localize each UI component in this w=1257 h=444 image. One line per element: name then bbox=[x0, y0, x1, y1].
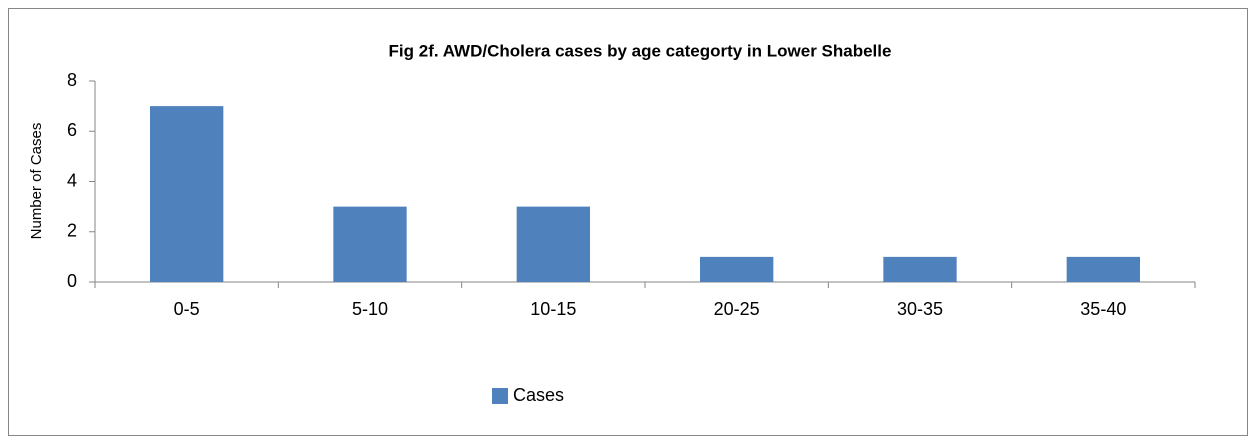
legend-label: Cases bbox=[513, 385, 564, 405]
bar bbox=[1066, 256, 1140, 282]
bar bbox=[333, 206, 407, 282]
bar bbox=[883, 256, 957, 282]
y-tick-label: 6 bbox=[67, 120, 77, 140]
x-tick-label: 5-10 bbox=[352, 299, 388, 319]
y-tick-label: 0 bbox=[67, 271, 77, 291]
bar bbox=[516, 206, 590, 282]
y-tick-label: 8 bbox=[67, 70, 77, 90]
y-axis-label: Number of Cases bbox=[28, 123, 45, 240]
y-tick-label: 4 bbox=[67, 170, 77, 190]
x-tick-label: 35-40 bbox=[1080, 299, 1126, 319]
bar bbox=[700, 256, 774, 282]
x-tick-label: 10-15 bbox=[530, 299, 576, 319]
legend-swatch bbox=[492, 388, 508, 404]
x-tick-label: 20-25 bbox=[714, 299, 760, 319]
chart-title: Fig 2f. AWD/Cholera cases by age categor… bbox=[389, 41, 892, 60]
x-tick-label: 30-35 bbox=[897, 299, 943, 319]
bar bbox=[150, 106, 224, 282]
x-tick-label: 0-5 bbox=[174, 299, 200, 319]
y-tick-label: 2 bbox=[67, 221, 77, 241]
